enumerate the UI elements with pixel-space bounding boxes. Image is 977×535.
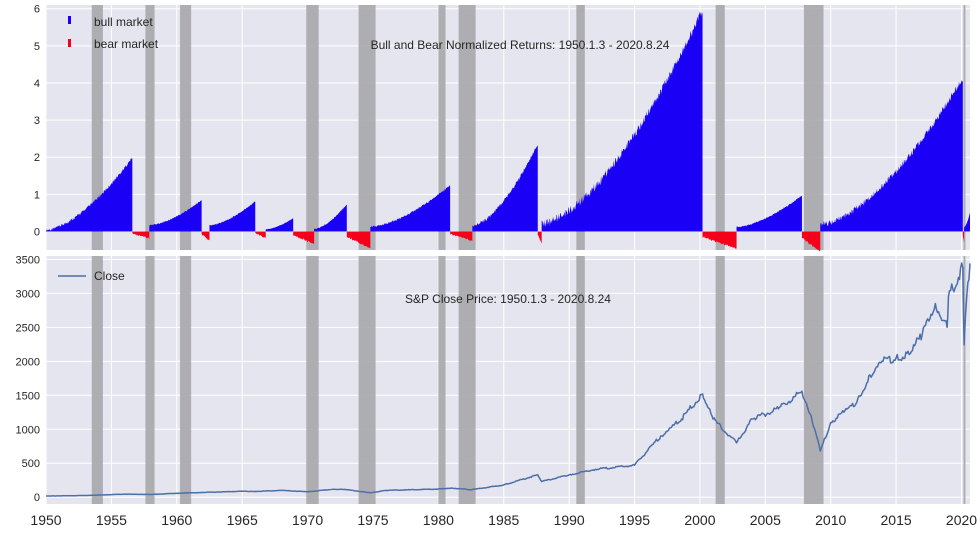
bull-market-bar bbox=[46, 157, 133, 232]
recession-band bbox=[803, 256, 824, 504]
y-tick-label: 2500 bbox=[16, 322, 40, 334]
sp-close-price-panel: 0 500 1000 1500 2000 2500 3000 3500 Close S&P Clo… bbox=[16, 254, 977, 528]
y-tick-label: 1 bbox=[34, 189, 40, 201]
y-tick-label: 3000 bbox=[16, 288, 40, 300]
y-tick-label: 4 bbox=[34, 78, 40, 90]
bear-market-bar bbox=[132, 231, 150, 240]
close-price-line bbox=[45, 262, 971, 497]
y-tick-label: 1500 bbox=[16, 390, 40, 402]
y-tick-label: 3500 bbox=[16, 254, 40, 266]
y-tick-label: 6 bbox=[34, 4, 40, 16]
recession-band bbox=[576, 5, 585, 250]
x-tick-label: 1960 bbox=[161, 512, 192, 528]
bear-market-bar bbox=[450, 231, 473, 242]
x-tick-label: 1965 bbox=[227, 512, 258, 528]
bull-market-bar bbox=[149, 200, 202, 232]
recession-band bbox=[358, 5, 376, 250]
recession-band bbox=[715, 5, 725, 250]
bull-market-bar bbox=[314, 204, 347, 232]
bear-market-bar bbox=[293, 231, 315, 245]
recession-band bbox=[180, 5, 192, 250]
bear-market-bar bbox=[346, 231, 371, 249]
y-tick-label: 0 bbox=[34, 226, 40, 238]
recession-band bbox=[438, 5, 446, 250]
bull-market-bar bbox=[265, 218, 294, 232]
bull-market-bar bbox=[820, 79, 963, 232]
recession-band bbox=[91, 5, 103, 250]
x-tick-label: 2010 bbox=[815, 512, 846, 528]
recession-band bbox=[576, 256, 585, 504]
x-tick-label: 2005 bbox=[750, 512, 781, 528]
y-tick-label: 5 bbox=[34, 41, 40, 53]
chart-title-returns: Bull and Bear Normalized Returns: 1950.1… bbox=[371, 38, 670, 52]
bear-market-bar bbox=[537, 231, 542, 244]
recession-band bbox=[180, 256, 192, 504]
bear-market-bar bbox=[702, 231, 737, 249]
y-tick-label: 2 bbox=[34, 152, 40, 164]
x-tick-label: 2020 bbox=[946, 512, 977, 528]
y-tick-label: 3 bbox=[34, 115, 40, 127]
recession-band bbox=[803, 5, 824, 250]
x-tick-label: 1990 bbox=[554, 512, 585, 528]
recession-band bbox=[438, 256, 446, 504]
bear-market-bar bbox=[962, 231, 965, 243]
recession-band bbox=[963, 5, 966, 250]
legend-bear-marker bbox=[68, 39, 71, 47]
recession-band bbox=[963, 256, 966, 504]
y-tick-label: 500 bbox=[22, 458, 40, 470]
x-tick-label: 2000 bbox=[684, 512, 715, 528]
bull-market-bar bbox=[472, 145, 538, 232]
recession-band bbox=[306, 5, 319, 250]
x-tick-label: 1955 bbox=[96, 512, 127, 528]
bull-market-bar bbox=[370, 185, 451, 232]
recession-band bbox=[458, 256, 476, 504]
bull-bear-returns-panel: 0 1 2 3 4 5 6 bull market bear market Bull and Be… bbox=[34, 4, 970, 252]
recession-band bbox=[91, 256, 103, 504]
legend-bull-marker bbox=[68, 16, 71, 24]
bull-market-bar bbox=[209, 201, 256, 232]
recession-band bbox=[145, 5, 155, 250]
legend-bear-label: bear market bbox=[94, 37, 159, 51]
recession-band bbox=[306, 256, 319, 504]
bull-market-bar bbox=[964, 212, 970, 232]
y-tick-label: 0 bbox=[34, 492, 40, 504]
x-tick-label: 1950 bbox=[30, 512, 61, 528]
recession-band bbox=[145, 256, 155, 504]
legend-close-label: Close bbox=[94, 269, 125, 283]
recession-band bbox=[358, 256, 376, 504]
recession-band bbox=[715, 256, 725, 504]
legend-bull-label: bull market bbox=[94, 15, 153, 29]
x-tick-label: 1985 bbox=[488, 512, 519, 528]
x-tick-label: 1995 bbox=[619, 512, 650, 528]
x-tick-label: 1980 bbox=[423, 512, 454, 528]
y-tick-label: 2000 bbox=[16, 356, 40, 368]
bear-market-bar bbox=[255, 231, 266, 239]
bull-market-bar bbox=[541, 11, 703, 232]
y-tick-label: 1000 bbox=[16, 424, 40, 436]
bear-market-bar bbox=[201, 231, 210, 241]
bear-market-bar bbox=[801, 231, 821, 252]
x-tick-label: 2015 bbox=[881, 512, 912, 528]
x-tick-label: 1975 bbox=[357, 512, 388, 528]
x-tick-label: 1970 bbox=[292, 512, 323, 528]
bull-market-bar bbox=[736, 195, 802, 232]
chart-title-close: S&P Close Price: 1950.1.3 - 2020.8.24 bbox=[405, 292, 611, 306]
recession-band bbox=[458, 5, 476, 250]
